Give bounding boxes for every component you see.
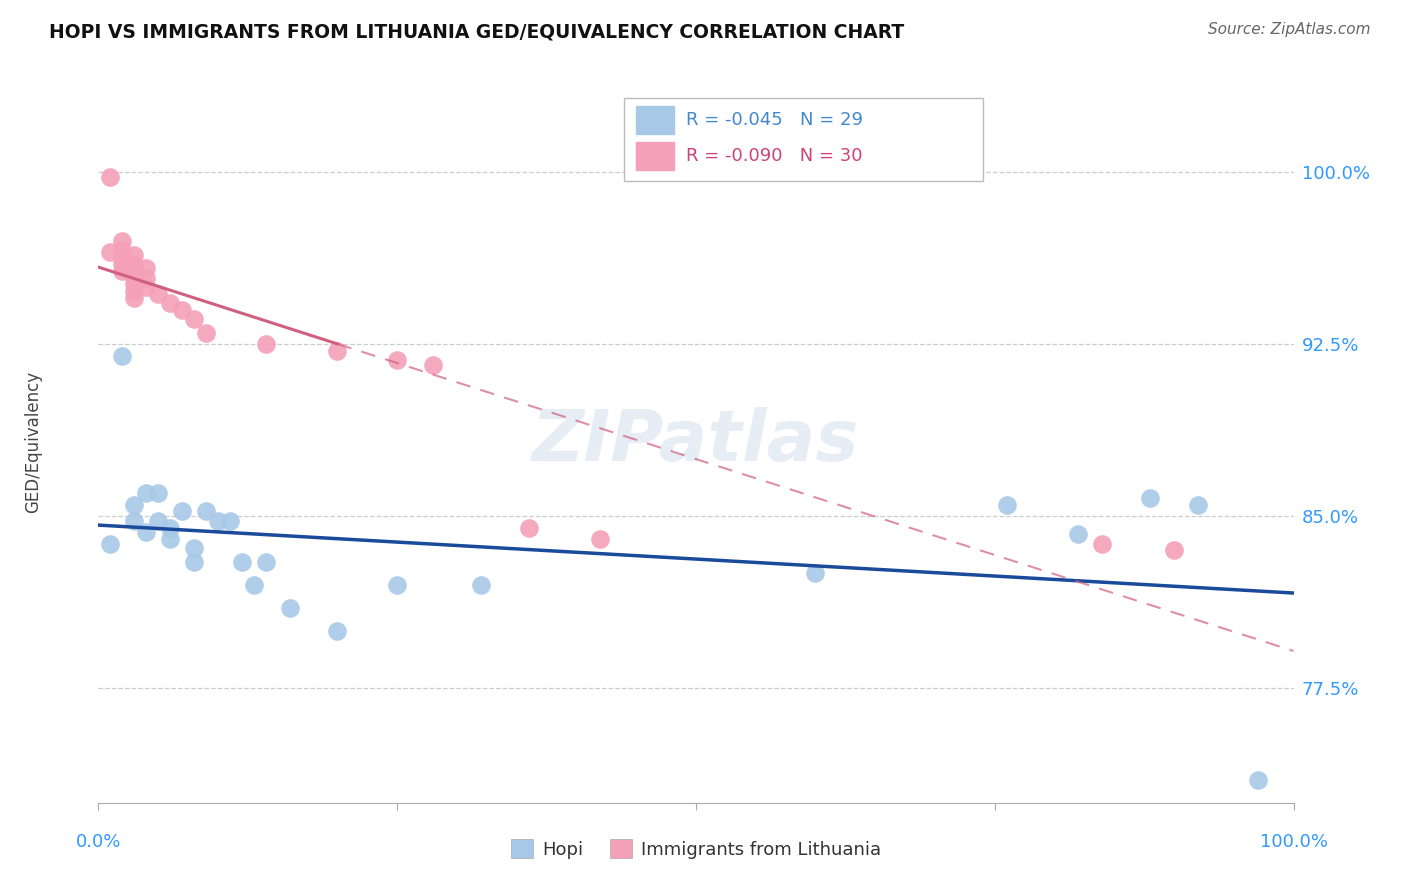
Text: 0.0%: 0.0% xyxy=(76,832,121,851)
Point xyxy=(111,234,134,248)
Point xyxy=(148,286,170,301)
Point xyxy=(254,337,277,351)
Point xyxy=(326,624,349,638)
FancyBboxPatch shape xyxy=(624,98,983,181)
Point xyxy=(124,514,146,528)
Point xyxy=(135,279,157,293)
Point xyxy=(804,566,827,581)
Point xyxy=(385,578,409,592)
Text: R = -0.045   N = 29: R = -0.045 N = 29 xyxy=(686,111,863,129)
Point xyxy=(111,263,134,277)
Point xyxy=(124,285,146,299)
Point xyxy=(159,295,181,310)
Point xyxy=(183,541,205,556)
Text: 100.0%: 100.0% xyxy=(1260,832,1327,851)
Point xyxy=(124,257,146,271)
Point xyxy=(1067,527,1090,541)
Point xyxy=(124,277,146,292)
Point xyxy=(111,243,134,257)
Point xyxy=(278,600,301,615)
Point xyxy=(385,353,409,368)
Point xyxy=(183,555,205,569)
Point xyxy=(135,525,157,540)
Point xyxy=(326,343,349,358)
Point xyxy=(589,532,612,546)
Point xyxy=(172,504,194,518)
Point xyxy=(207,514,229,528)
Point xyxy=(98,245,122,260)
Point xyxy=(183,311,205,326)
Text: GED/Equivalency: GED/Equivalency xyxy=(24,370,42,513)
Point xyxy=(124,270,146,285)
Point xyxy=(159,520,181,534)
Bar xyxy=(637,106,675,134)
Point xyxy=(98,536,122,550)
Point xyxy=(1163,543,1185,558)
Point xyxy=(195,504,218,518)
Point xyxy=(231,555,253,569)
Point xyxy=(111,349,134,363)
Text: HOPI VS IMMIGRANTS FROM LITHUANIA GED/EQUIVALENCY CORRELATION CHART: HOPI VS IMMIGRANTS FROM LITHUANIA GED/EQ… xyxy=(49,22,904,41)
Point xyxy=(135,261,157,276)
Point xyxy=(470,578,492,592)
Bar xyxy=(637,143,675,169)
Point xyxy=(1187,498,1209,512)
Point xyxy=(124,263,146,277)
Text: R = -0.090   N = 30: R = -0.090 N = 30 xyxy=(686,147,863,165)
Point xyxy=(124,291,146,305)
Point xyxy=(135,270,157,285)
Point xyxy=(135,486,157,500)
Point xyxy=(148,514,170,528)
Point xyxy=(1091,536,1114,550)
Point xyxy=(172,302,194,317)
Legend: Hopi, Immigrants from Lithuania: Hopi, Immigrants from Lithuania xyxy=(503,832,889,866)
Point xyxy=(159,532,181,546)
Point xyxy=(124,247,146,261)
Text: ZIPatlas: ZIPatlas xyxy=(533,407,859,476)
Point xyxy=(243,578,266,592)
Point xyxy=(1139,491,1161,505)
Point xyxy=(148,486,170,500)
Point xyxy=(111,250,134,264)
Point xyxy=(422,358,444,372)
Point xyxy=(517,520,540,534)
Point xyxy=(98,169,122,184)
Point xyxy=(254,555,277,569)
Point xyxy=(111,257,134,271)
Text: Source: ZipAtlas.com: Source: ZipAtlas.com xyxy=(1208,22,1371,37)
Point xyxy=(995,498,1018,512)
Point xyxy=(195,326,218,340)
Point xyxy=(1247,772,1270,787)
Point xyxy=(219,514,242,528)
Point xyxy=(124,498,146,512)
